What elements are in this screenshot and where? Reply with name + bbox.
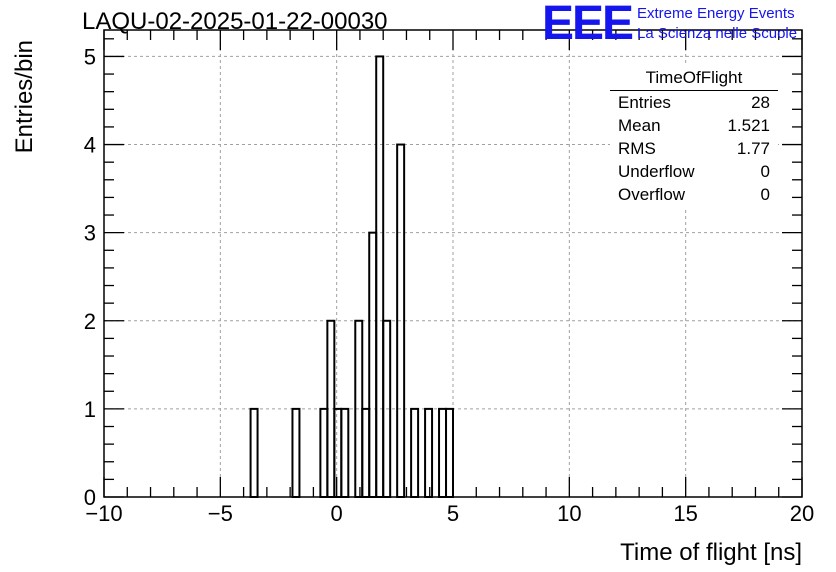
x-tick-label: 5 [447,501,459,526]
stats-value: 28 [751,93,770,112]
stats-row-entries: Entries 28 [618,93,770,116]
histogram-bin [333,407,343,498]
stats-row-rms: RMS 1.77 [618,139,770,162]
stats-label: Mean [618,116,661,135]
stats-value: 1.521 [727,116,770,135]
eee-logo: EEE [542,0,634,50]
histogram-bin [445,407,454,498]
y-tick-label: 5 [84,44,96,69]
y-axis-label: Entries/bin [11,40,38,153]
y-tick-label: 1 [84,397,96,422]
histogram-bin [249,407,259,498]
y-tick-label: 4 [84,133,96,158]
stats-divider [610,90,778,91]
histogram-bin [368,231,378,498]
stats-label: RMS [618,139,656,158]
stats-label: Entries [618,93,671,112]
x-axis-label: Time of flight [ns] [620,539,802,566]
histogram-bin [382,319,392,498]
histogram-bin [438,407,448,498]
histogram-bin [396,143,406,498]
stats-value: 1.77 [736,139,770,158]
histogram-bin [340,407,350,498]
logo-line-1: Extreme Energy Events [637,5,795,22]
chart-title: LAQU-02-2025-01-22-00030 [82,8,388,35]
x-tick-label: 0 [331,501,343,526]
x-tick-label: 15 [673,501,697,526]
y-tick-label: 3 [84,221,96,246]
stats-label: Overflow [618,185,686,204]
y-tick-label: 0 [84,485,96,510]
histogram-bin [410,407,420,498]
logo-line-2: La Scienza nelle Scuole [637,25,798,42]
x-tick-label: 10 [557,501,581,526]
stats-row-mean: Mean 1.521 [618,116,770,139]
y-tick-label: 2 [84,309,96,334]
x-tick-label: −5 [208,501,233,526]
histogram-bin [361,407,371,498]
x-tick-label: −10 [85,501,122,526]
histogram-bin [319,407,329,498]
stats-value: 0 [760,185,770,204]
x-tick-label: 20 [790,501,814,526]
histogram-bin [291,407,301,498]
stats-box: TimeOfFlight Entries 28 Mean 1.521 RMS 1… [610,66,778,208]
histogram-bin [375,55,385,499]
histogram-bin [424,407,434,498]
stats-row-underflow: Underflow 0 [618,162,770,185]
stats-title: TimeOfFlight [645,68,743,87]
stats-label: Underflow [618,162,695,181]
stats-value: 0 [760,162,770,181]
stats-row-overflow: Overflow 0 [618,185,770,208]
